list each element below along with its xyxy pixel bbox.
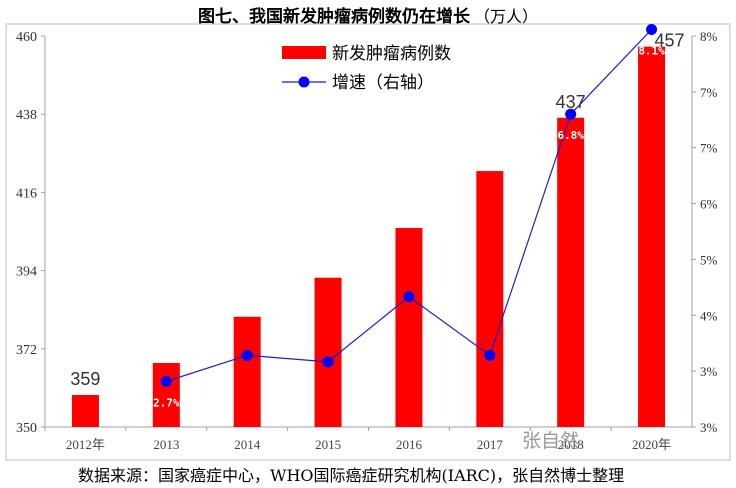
right-tick-label: 3% — [700, 420, 718, 435]
left-tick-label: 460 — [16, 30, 37, 45]
growth-point — [484, 349, 496, 361]
right-tick-label: 8% — [700, 29, 718, 44]
left-tick-label: 394 — [16, 265, 37, 280]
legend-swatch-bar — [282, 46, 326, 59]
x-tick-label: 2012年 — [66, 437, 105, 452]
bar — [638, 46, 666, 427]
bar-data-label: 457 — [655, 31, 685, 51]
source-note: 数据来源：国家癌症中心，WHO国际癌症研究机构(IARC)，张自然博士整理 — [78, 466, 625, 485]
x-tick-label: 2015 — [315, 437, 341, 452]
legend-label-bar: 新发肿瘤病例数 — [332, 44, 451, 64]
left-tick-label: 350 — [16, 421, 37, 436]
bar-data-label: 437 — [556, 92, 586, 112]
bar — [314, 277, 342, 427]
bar-series — [71, 46, 666, 427]
line-series — [160, 23, 658, 387]
growth-point — [160, 375, 172, 387]
bar — [557, 117, 585, 427]
growth-point — [322, 356, 334, 368]
data-labels: 359 437 457 2.7% 6.8% 8.1% — [70, 31, 684, 410]
growth-point — [646, 23, 658, 35]
right-tick-label: 7% — [700, 141, 718, 156]
x-tick-label: 2017 — [477, 437, 504, 452]
bar — [395, 227, 423, 427]
growth-data-label: 6.8% — [557, 129, 584, 142]
x-tick-label: 2014 — [234, 437, 261, 452]
x-tick-label: 2016 — [396, 437, 423, 452]
bar — [233, 316, 261, 427]
legend-swatch-marker — [298, 76, 310, 88]
right-tick-label: 7% — [700, 85, 718, 100]
growth-point — [403, 291, 415, 303]
chart-title-unit: （万人） — [473, 7, 538, 26]
left-tick-label: 438 — [16, 108, 37, 123]
watermark-text: 张自然 — [522, 430, 579, 452]
bar — [71, 395, 99, 427]
x-tick-label: 2013 — [153, 437, 179, 452]
left-tick-label: 372 — [16, 343, 37, 358]
bar-data-label: 359 — [70, 369, 100, 389]
left-tick-label: 416 — [16, 186, 37, 201]
chart-axes: 460 438 416 394 372 350 8% 7% 7% 6% 5% 4% 3% 3% 2012年 2… — [16, 29, 718, 452]
chart-frame — [5, 23, 731, 461]
right-tick-label: 3% — [700, 364, 718, 379]
chart-title-main: 图七、我国新发肿瘤病例数仍在增长 — [197, 7, 470, 27]
right-tick-label: 5% — [700, 252, 718, 267]
growth-point — [241, 349, 253, 361]
bar — [476, 171, 504, 427]
legend-label-line: 增速（右轴） — [332, 73, 434, 93]
x-tick-label: 2018 — [558, 437, 584, 452]
growth-data-label: 2.7% — [153, 396, 180, 409]
right-tick-label: 6% — [700, 197, 718, 212]
bar — [152, 363, 180, 427]
chart-title: 图七、我国新发肿瘤病例数仍在增长 （万人） — [0, 2, 736, 27]
growth-point — [565, 108, 577, 120]
right-tick-label: 4% — [700, 308, 718, 323]
growth-data-label: 8.1% — [638, 44, 665, 57]
x-tick-label: 2020年 — [632, 437, 671, 452]
